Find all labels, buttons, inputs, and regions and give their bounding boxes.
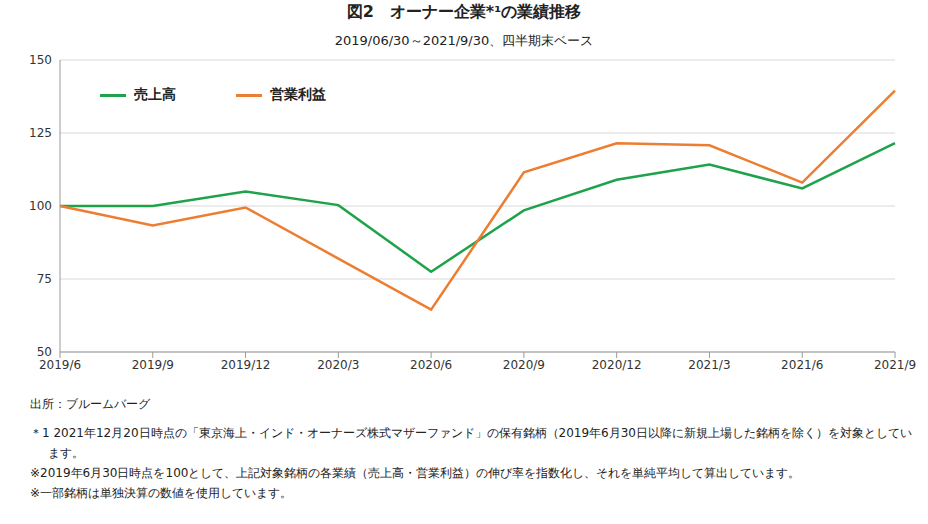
svg-text:75: 75 <box>37 272 52 286</box>
svg-text:150: 150 <box>29 53 52 67</box>
html-text:営業利益: 営業利益 <box>270 86 326 102</box>
html-text:※一部銘柄は単独決算の数値を使用しています。: ※一部銘柄は単独決算の数値を使用しています。 <box>30 486 293 500</box>
svg-text:100: 100 <box>29 199 52 213</box>
svg-text:2019/6: 2019/6 <box>39 358 81 372</box>
svg-text:2021/6: 2021/6 <box>781 358 823 372</box>
html-text:2019/06/30～2021/9/30、四半期末ベース: 2019/06/30～2021/9/30、四半期末ベース <box>334 33 594 48</box>
svg-text:2019/9: 2019/9 <box>132 358 174 372</box>
svg-text:2020/9: 2020/9 <box>503 358 545 372</box>
svg-text:50: 50 <box>37 345 52 359</box>
html-text:※2019年6月30日時点を100として、上記対象銘柄の各業: ※2019年6月30日時点を100として、上記対象銘柄の各業績（売上高・営業利益… <box>30 466 801 480</box>
svg-text:2020/3: 2020/3 <box>317 358 359 372</box>
html-text:図2 オーナー企業*¹の業績推移: 図2 オーナー企業*¹の業績推移 <box>346 2 582 21</box>
svg-text:2019/12: 2019/12 <box>221 358 271 372</box>
svg-text:2021/9: 2021/9 <box>874 358 916 372</box>
svg-text:2021/3: 2021/3 <box>688 358 730 372</box>
html-text:出所：ブルームバーグ: 出所：ブルームバーグ <box>30 397 150 411</box>
html-text:売上高: 売上高 <box>134 86 176 102</box>
svg-text:2020/6: 2020/6 <box>410 358 452 372</box>
svg-text:125: 125 <box>29 126 52 140</box>
svg-text:2020/12: 2020/12 <box>592 358 642 372</box>
html-text:＊1 2021年12月20日時点の「東京海上・インド・オーナ: ＊1 2021年12月20日時点の「東京海上・インド・オーナーズ株式マザーファン… <box>30 426 912 460</box>
